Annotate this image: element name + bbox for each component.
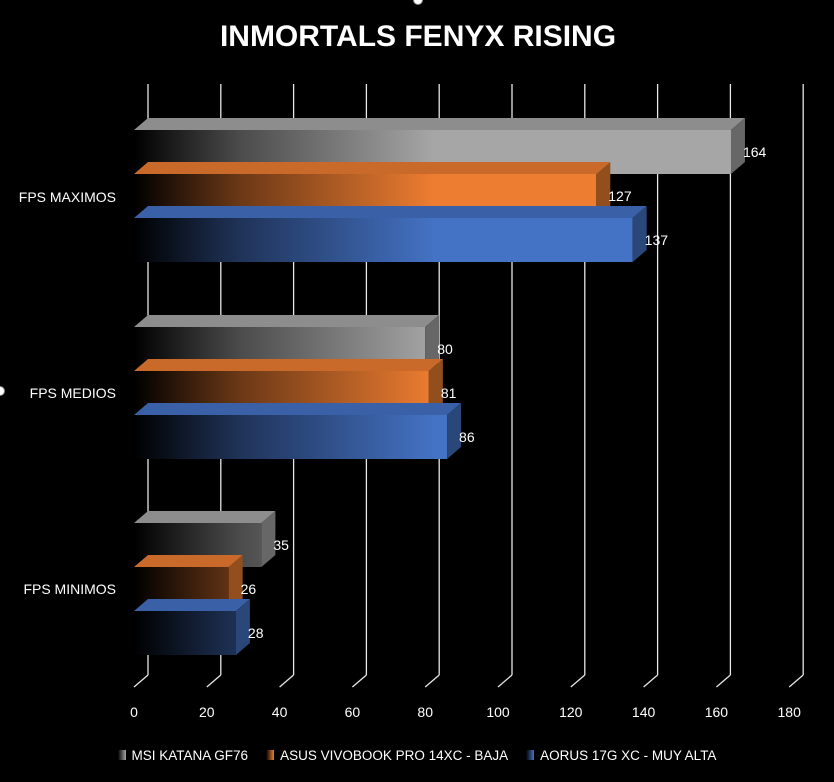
data-label: 80 (437, 341, 453, 357)
x-tick-label: 120 (559, 704, 583, 720)
data-label: 137 (645, 232, 669, 248)
bar-front-face (134, 218, 633, 262)
bar: 28 (134, 599, 264, 655)
data-label: 81 (441, 385, 457, 401)
floor-line (206, 674, 222, 688)
data-label: 127 (608, 188, 632, 204)
data-label: 26 (241, 581, 257, 597)
bar-end-face (425, 315, 440, 371)
legend: MSI KATANA GF76 ASUS VIVOBOOK PRO 14XC - … (0, 740, 834, 770)
floor-line (279, 674, 295, 688)
legend-swatch (266, 750, 275, 760)
x-tick-label: 140 (632, 704, 656, 720)
bar-top-face (134, 403, 462, 415)
bar-end-face (428, 359, 443, 415)
floor-line (351, 674, 367, 688)
bar-top-face (134, 599, 250, 611)
floor-line (715, 674, 731, 688)
floor-line (424, 674, 440, 688)
bars: 164 127 137 80 81 86 35 26 28 (134, 118, 767, 655)
legend-label: MSI KATANA GF76 (131, 747, 249, 763)
category-label: FPS MAXIMOS (19, 189, 116, 205)
bar-top-face (134, 555, 243, 567)
data-label: 86 (459, 429, 475, 445)
data-label: 164 (743, 144, 767, 160)
tick-labels: 0 20 40 60 80 100 120 140 160 180 (130, 704, 801, 720)
bar-top-face (134, 206, 647, 218)
bar-end-face (261, 511, 276, 567)
bar-top-face (134, 118, 745, 130)
bar-front-face (134, 415, 448, 459)
x-tick-label: 180 (778, 704, 802, 720)
x-tick-label: 0 (130, 704, 138, 720)
bar-end-face (228, 555, 243, 611)
x-tick-label: 40 (272, 704, 288, 720)
legend-item: AORUS 17G XC - MUY ALTA (526, 748, 716, 763)
data-label: 28 (248, 625, 264, 641)
floor-line (133, 674, 149, 688)
bar-end-face (596, 162, 611, 218)
x-tick-label: 100 (486, 704, 510, 720)
bar-end-face (730, 118, 745, 174)
legend-item: MSI KATANA GF76 (117, 747, 249, 763)
bar-top-face (134, 359, 443, 371)
x-tick-label: 80 (417, 704, 433, 720)
category-label: FPS MEDIOS (30, 385, 116, 401)
category-labels: FPS MAXIMOS FPS MEDIOS FPS MINIMOS (19, 189, 116, 597)
bar-top-face (134, 315, 440, 327)
bar-front-face (134, 611, 236, 655)
floor-line (788, 674, 804, 688)
floor-line (643, 674, 659, 688)
bar-end-face (632, 206, 647, 262)
floor-line (497, 674, 513, 688)
data-label: 35 (273, 537, 289, 553)
chart-floor (133, 674, 804, 688)
legend-swatch (526, 750, 535, 760)
legend-item: ASUS VIVOBOOK PRO 14XC - BAJA (266, 748, 508, 763)
bar-top-face (134, 511, 276, 523)
bar-end-face (235, 599, 250, 655)
bar-top-face (134, 162, 611, 174)
floor-line (570, 674, 586, 688)
bar: 137 (134, 206, 668, 262)
x-tick-label: 20 (199, 704, 215, 720)
bar: 86 (134, 403, 475, 459)
x-tick-label: 60 (345, 704, 361, 720)
legend-swatch (117, 750, 126, 760)
x-tick-label: 160 (705, 704, 729, 720)
legend-label: AORUS 17G XC - MUY ALTA (540, 747, 717, 763)
chart-title: INMORTALS FENYX RISING (220, 20, 616, 53)
category-label: FPS MINIMOS (23, 581, 116, 597)
bar-end-face (447, 403, 462, 459)
legend-label: ASUS VIVOBOOK PRO 14XC - BAJA (280, 747, 509, 763)
